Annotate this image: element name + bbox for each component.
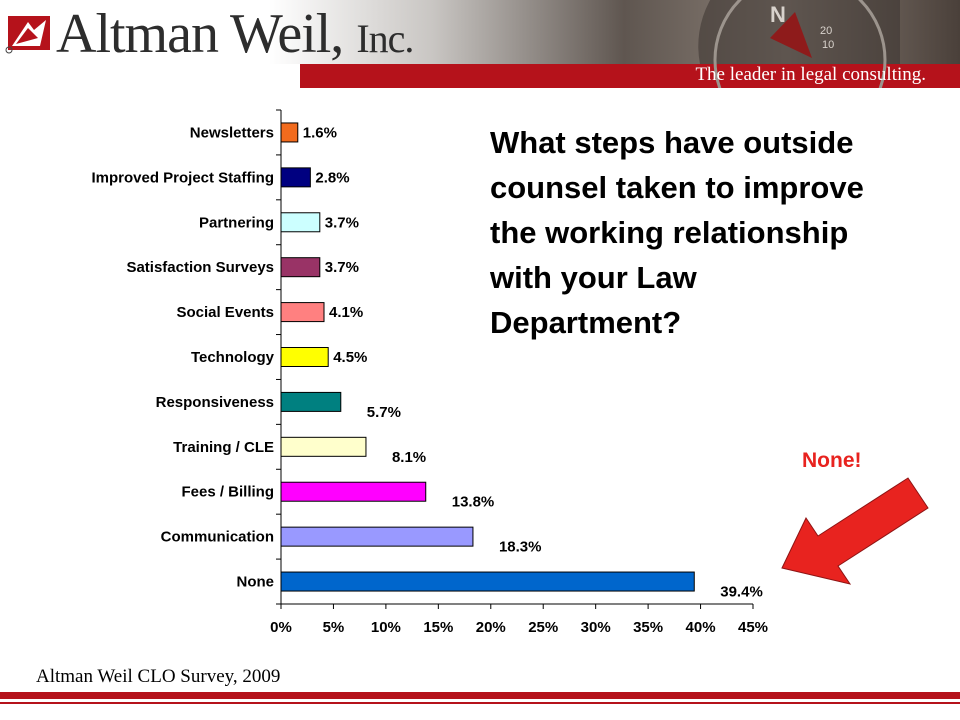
logo-mark — [5, 16, 50, 54]
data-label: 3.7% — [325, 259, 359, 276]
category-label: Communication — [161, 529, 274, 546]
category-label: Satisfaction Surveys — [126, 259, 274, 276]
bar — [280, 481, 427, 502]
data-label: 4.1% — [329, 304, 363, 321]
category-label: Responsiveness — [156, 394, 274, 411]
category-label: Partnering — [199, 214, 274, 231]
bar — [280, 167, 311, 188]
x-tick-label: 0% — [270, 619, 292, 636]
x-tick-label: 25% — [528, 619, 558, 636]
data-label: 3.7% — [325, 214, 359, 231]
bar — [280, 257, 321, 278]
header-banner: N 20 10 Altman Weil, Inc. The leader in … — [0, 0, 960, 88]
x-tick-label: 15% — [423, 619, 453, 636]
bar — [280, 122, 299, 143]
x-tick-label: 35% — [633, 619, 663, 636]
footer-line — [0, 702, 960, 704]
chart-question: What steps have outside counsel taken to… — [490, 125, 864, 340]
x-tick-label: 20% — [476, 619, 506, 636]
bar — [280, 571, 695, 592]
bar — [280, 302, 325, 323]
category-label: Fees / Billing — [181, 484, 274, 501]
header-background: N 20 10 — [0, 0, 960, 88]
company-name: Altman Weil, Inc. — [56, 3, 414, 65]
bar — [280, 436, 367, 457]
x-tick-label: 45% — [738, 619, 768, 636]
bar — [280, 212, 321, 233]
none-callout: None! — [802, 449, 862, 472]
category-label: Improved Project Staffing — [91, 169, 274, 186]
category-label: Training / CLE — [173, 439, 274, 456]
compass-letter: N — [770, 2, 786, 27]
category-label: Social Events — [176, 304, 274, 321]
data-label: 8.1% — [392, 449, 426, 466]
data-label: 18.3% — [499, 539, 542, 556]
data-label: 39.4% — [720, 584, 763, 601]
x-tick-label: 5% — [323, 619, 345, 636]
bar — [280, 526, 474, 547]
footer-bar — [0, 692, 960, 699]
bar — [280, 347, 329, 367]
data-label: 4.5% — [333, 349, 367, 366]
x-tick-label: 30% — [581, 619, 611, 636]
x-tick-label: 40% — [686, 619, 716, 636]
data-label: 2.8% — [315, 169, 349, 186]
compass-graphic: N 20 10 — [698, 0, 900, 88]
category-label: None — [237, 574, 275, 591]
data-label: 5.7% — [367, 404, 401, 421]
category-label: Newsletters — [190, 124, 274, 141]
source-note: Altman Weil CLO Survey, 2009 — [36, 666, 281, 687]
category-label: Technology — [191, 349, 275, 366]
x-tick-label: 10% — [371, 619, 401, 636]
data-label: 1.6% — [303, 124, 337, 141]
tagline: The leader in legal consulting. — [695, 64, 926, 85]
data-label: 13.8% — [452, 494, 495, 511]
compass-tick-10: 10 — [822, 39, 834, 51]
compass-tick-20: 20 — [820, 25, 832, 37]
bar — [280, 391, 342, 412]
